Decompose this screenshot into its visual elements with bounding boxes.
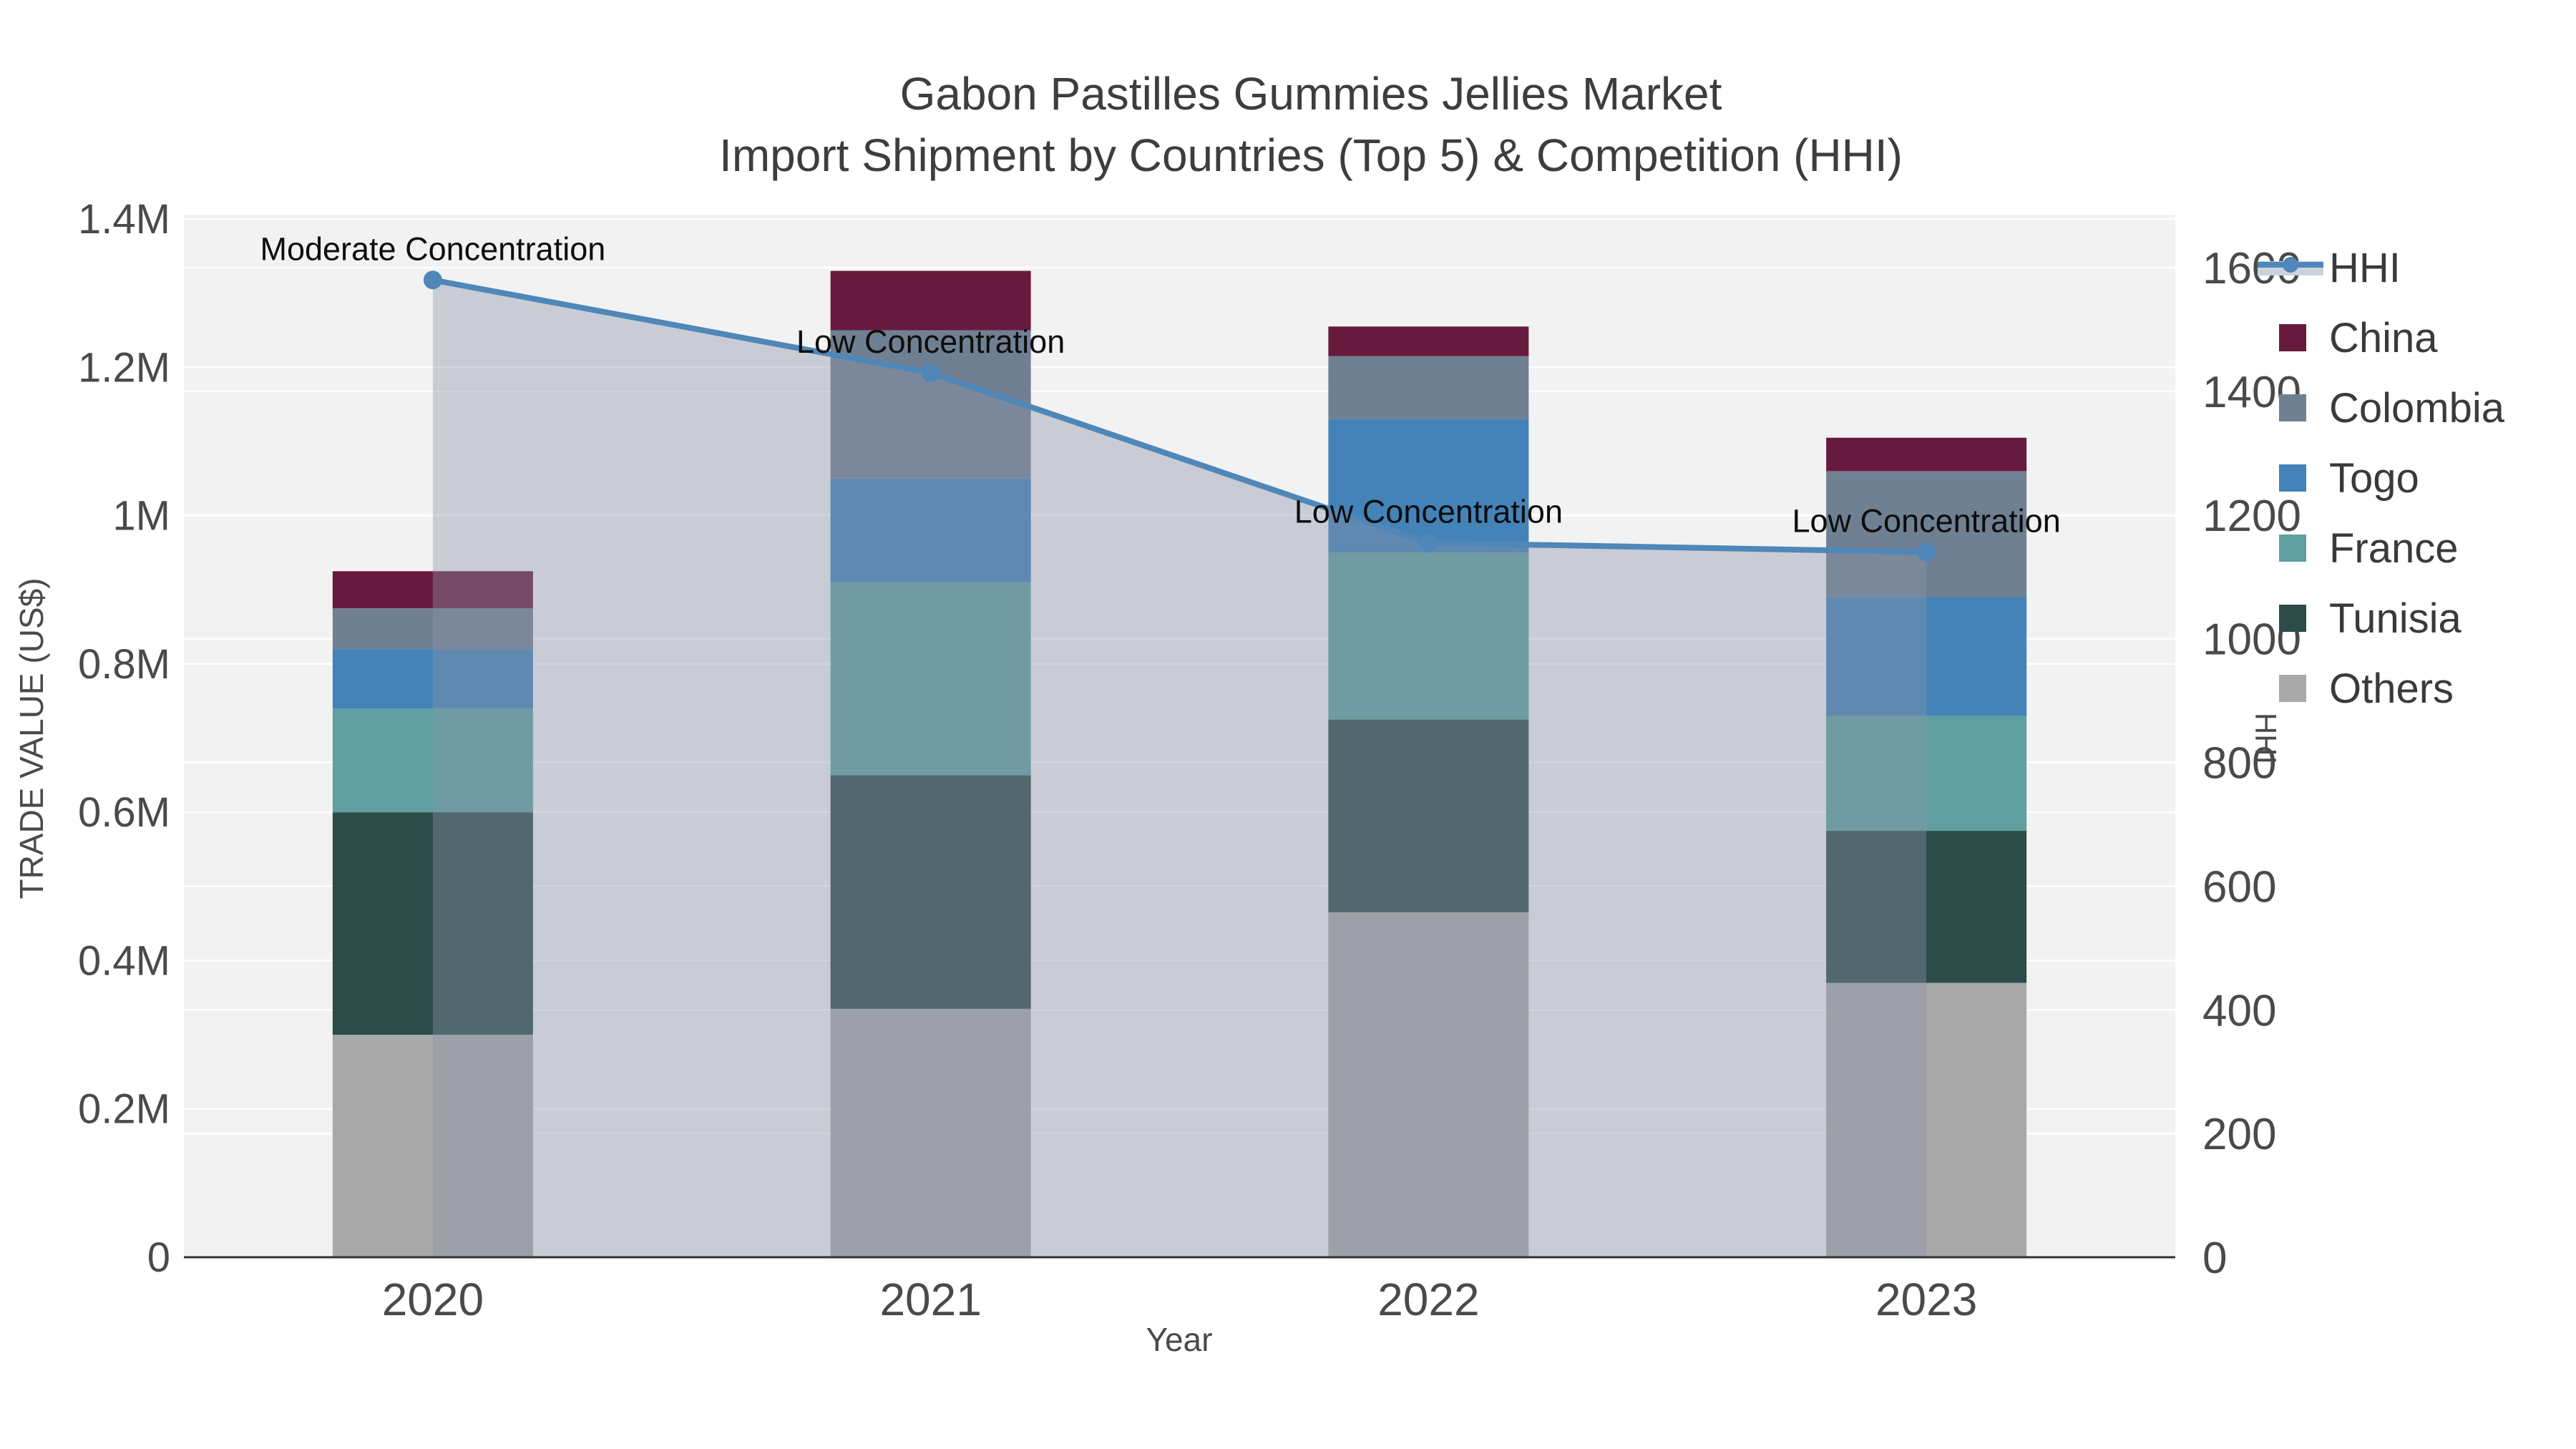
left-axis-tick-labels: 0 0.2M 0.4M 0.6M 0.8M 1M 1.2M 1.4M <box>78 196 170 1281</box>
bar-segment-togo-2023[interactable] <box>1826 597 2027 716</box>
hhi-area-path <box>432 280 1927 1258</box>
legend-label-france: France <box>2329 525 2459 572</box>
bar-segment-togo-2021[interactable] <box>830 478 1031 582</box>
bar-segment-france-2020[interactable] <box>332 708 533 813</box>
hhi-area-fill <box>432 280 1927 1258</box>
left-tick-1M: 1M <box>112 493 170 540</box>
legend-item-hhi[interactable]: HHI <box>2258 245 2401 291</box>
bar-segment-colombia-2023[interactable] <box>1826 471 2027 597</box>
bar-segment-others-2022[interactable] <box>1328 912 1529 1257</box>
bar-segment-tunisia-2023[interactable] <box>1826 831 2027 983</box>
bar-segment-togo-2020[interactable] <box>332 649 533 709</box>
bar-segment-france-2022[interactable] <box>1328 552 1529 720</box>
legend-item-togo[interactable]: Togo <box>2279 455 2419 502</box>
left-tick-0: 0 <box>147 1234 170 1281</box>
left-tick-0.2M: 0.2M <box>78 1086 170 1133</box>
legend-label-china: China <box>2329 315 2438 361</box>
right-tick-800: 800 <box>2202 739 2276 789</box>
legend-label-hhi: HHI <box>2329 245 2401 291</box>
bar-segment-colombia-2021[interactable] <box>830 330 1031 479</box>
legend-item-china[interactable]: China <box>2279 315 2438 361</box>
x-tick-2023: 2023 <box>1875 1274 1977 1325</box>
left-tick-0.8M: 0.8M <box>78 641 170 688</box>
right-tick-400: 400 <box>2202 986 2276 1035</box>
bar-segment-others-2020[interactable] <box>332 1035 533 1257</box>
left-tick-1.4M: 1.4M <box>78 196 170 243</box>
bar-segment-china-2020[interactable] <box>332 571 533 609</box>
bar-segment-france-2023[interactable] <box>1826 716 2027 831</box>
legend-swatch-china <box>2279 324 2306 351</box>
hhi-marker-2022[interactable] <box>1419 533 1438 552</box>
right-tick-1200: 1200 <box>2202 492 2301 541</box>
left-tick-0.4M: 0.4M <box>78 937 170 984</box>
bar-segment-colombia-2022[interactable] <box>1328 356 1529 419</box>
legend-swatch-france <box>2279 535 2306 562</box>
legend-item-others[interactable]: Others <box>2279 665 2454 712</box>
chart-title-line2: Import Shipment by Countries (Top 5) & C… <box>719 130 1903 181</box>
y-right-axis-title: HHI <box>2249 713 2283 764</box>
hhi-annotations: Moderate Concentration Low Concentration L… <box>260 230 2060 539</box>
bar-segment-others-2021[interactable] <box>830 1008 1031 1257</box>
legend-label-colombia: Colombia <box>2329 385 2505 431</box>
annotation-2023: Low Concentration <box>1792 503 2061 540</box>
right-tick-600: 600 <box>2202 862 2276 912</box>
legend-label-togo: Togo <box>2329 455 2419 502</box>
left-tick-1.2M: 1.2M <box>78 344 170 391</box>
bar-segment-colombia-2020[interactable] <box>332 608 533 650</box>
hhi-marker-2023[interactable] <box>1917 542 1936 562</box>
legend-item-france[interactable]: France <box>2279 525 2459 572</box>
bar-segment-tunisia-2022[interactable] <box>1328 719 1529 913</box>
y-left-axis-title: TRADE VALUE (US$) <box>13 577 50 899</box>
bar-segment-china-2021[interactable] <box>830 270 1031 331</box>
bar-segment-china-2023[interactable] <box>1826 437 2027 472</box>
x-axis-tick-labels: 2020 2021 2022 2023 <box>382 1274 1978 1325</box>
legend-item-colombia[interactable]: Colombia <box>2279 385 2505 431</box>
bar-segment-france-2021[interactable] <box>830 582 1031 776</box>
legend-label-others: Others <box>2329 665 2454 712</box>
right-tick-200: 200 <box>2202 1110 2276 1159</box>
legend-swatch-others <box>2279 675 2306 702</box>
legend-swatch-colombia <box>2279 394 2306 421</box>
stacked-bars <box>332 270 2027 1257</box>
x-tick-2022: 2022 <box>1377 1274 1479 1325</box>
annotation-2020: Moderate Concentration <box>260 230 605 267</box>
x-tick-2021: 2021 <box>879 1274 981 1325</box>
hhi-line <box>423 270 1936 562</box>
legend-marker-sample <box>2283 257 2298 273</box>
legend: HHI China Colombia Togo France Tunisia Others <box>2258 245 2505 712</box>
legend-label-tunisia: Tunisia <box>2329 595 2462 642</box>
annotation-2021: Low Concentration <box>796 323 1065 360</box>
bar-segment-tunisia-2020[interactable] <box>332 812 533 1035</box>
x-tick-2020: 2020 <box>382 1274 484 1325</box>
bar-segment-togo-2022[interactable] <box>1328 419 1529 553</box>
legend-swatch-togo <box>2279 464 2306 492</box>
right-tick-0: 0 <box>2202 1234 2227 1283</box>
bar-segment-china-2022[interactable] <box>1328 326 1529 356</box>
left-tick-0.6M: 0.6M <box>78 789 170 836</box>
chart-title-line1: Gabon Pastilles Gummies Jellies Market <box>900 68 1722 119</box>
legend-item-tunisia[interactable]: Tunisia <box>2279 595 2462 642</box>
hhi-line-path <box>432 277 1927 555</box>
hhi-marker-2020[interactable] <box>423 270 442 290</box>
bar-segment-tunisia-2021[interactable] <box>830 775 1031 1009</box>
x-axis-title: Year <box>1146 1321 1213 1358</box>
bar-segment-others-2023[interactable] <box>1826 982 2027 1257</box>
hhi-marker-2021[interactable] <box>921 363 940 382</box>
annotation-2022: Low Concentration <box>1294 494 1563 530</box>
legend-swatch-tunisia <box>2279 605 2306 632</box>
